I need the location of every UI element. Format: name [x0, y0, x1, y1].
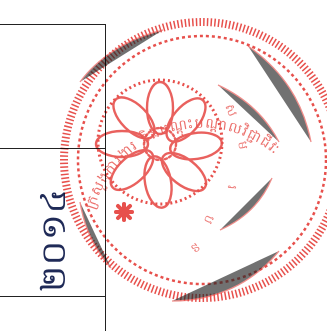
seal-scattered-text: ស ម រ ប ន	[187, 102, 250, 256]
seal-texture	[79, 29, 312, 302]
seal-group: ក្រសួងការងារ និងបណ្តុះបណ្តាលវិជ្ជាជីវៈ	[60, 18, 327, 302]
svg-text:ន: ន	[187, 239, 203, 256]
svg-text:ម: ម	[234, 140, 250, 151]
petal-4	[160, 151, 208, 193]
petal-1	[145, 80, 175, 136]
seal-inscription: ក្រសួងការងារ និងបណ្តុះបណ្តាលវិជ្ជាជីវៈ	[82, 115, 282, 211]
petal-2	[165, 97, 207, 143]
seal-star	[114, 202, 134, 222]
year-text: ២០១៤	[34, 188, 74, 292]
svg-text:ស: ស	[221, 102, 240, 119]
petal-8	[112, 96, 156, 140]
emblem-center	[142, 126, 178, 162]
petal-5	[143, 155, 173, 209]
seal-arc-top	[94, 128, 305, 210]
table-border-vertical	[105, 24, 106, 331]
table-border-bottom	[0, 296, 106, 297]
table-border-middle	[0, 148, 106, 149]
svg-text:ប: ប	[200, 212, 217, 226]
svg-text:រ: រ	[224, 185, 239, 190]
petal-6	[109, 148, 155, 192]
table-border-top	[0, 24, 106, 25]
seal-outer-ring	[60, 18, 327, 302]
petal-3	[168, 131, 224, 161]
petal-7	[94, 129, 150, 159]
seal-center-ring	[96, 78, 224, 206]
seal-inner-ring	[76, 34, 327, 286]
seal-emblem	[94, 80, 224, 209]
